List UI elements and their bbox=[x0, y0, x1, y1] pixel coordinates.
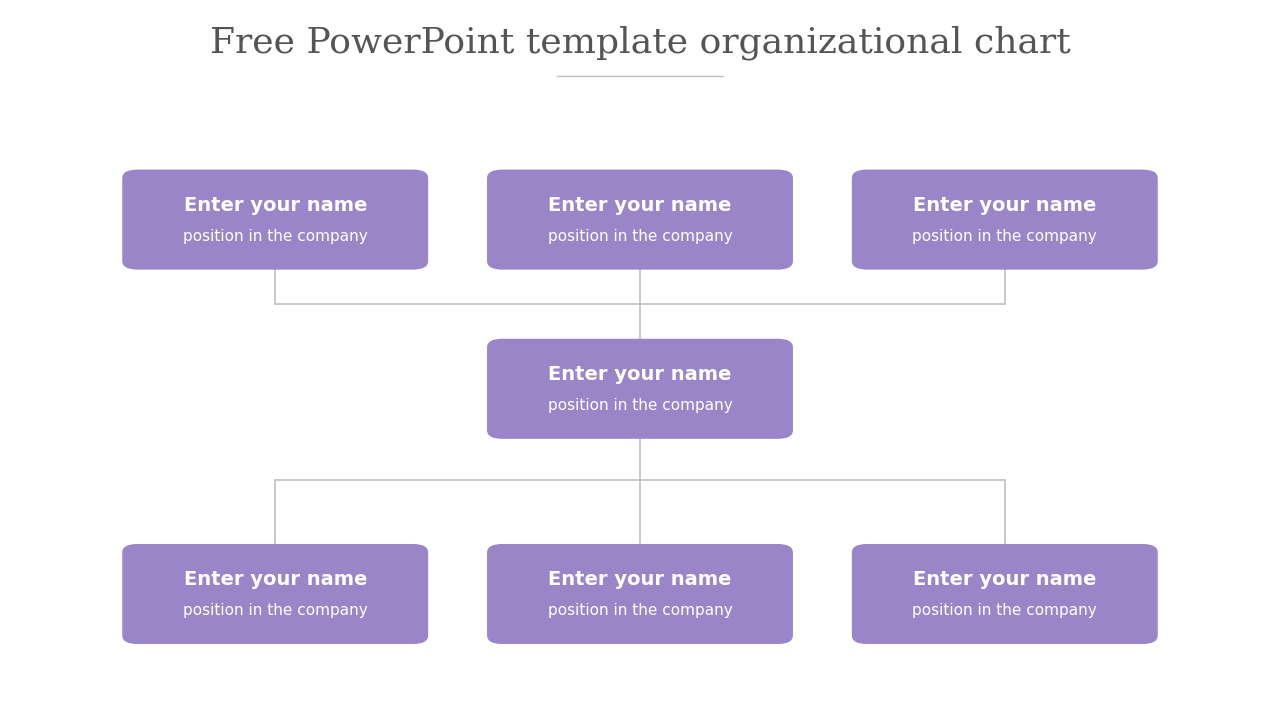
Text: Free PowerPoint template organizational chart: Free PowerPoint template organizational … bbox=[210, 26, 1070, 60]
Text: position in the company: position in the company bbox=[183, 603, 367, 618]
FancyBboxPatch shape bbox=[488, 170, 792, 270]
FancyBboxPatch shape bbox=[852, 170, 1158, 270]
Text: position in the company: position in the company bbox=[548, 229, 732, 243]
Text: position in the company: position in the company bbox=[548, 603, 732, 618]
Text: position in the company: position in the company bbox=[913, 603, 1097, 618]
FancyBboxPatch shape bbox=[123, 544, 428, 644]
FancyBboxPatch shape bbox=[852, 544, 1158, 644]
Text: Enter your name: Enter your name bbox=[183, 196, 367, 215]
Text: Enter your name: Enter your name bbox=[183, 570, 367, 589]
Text: Enter your name: Enter your name bbox=[548, 365, 732, 384]
Text: position in the company: position in the company bbox=[548, 398, 732, 413]
Text: Enter your name: Enter your name bbox=[913, 570, 1097, 589]
Text: Enter your name: Enter your name bbox=[548, 196, 732, 215]
Text: position in the company: position in the company bbox=[913, 229, 1097, 243]
FancyBboxPatch shape bbox=[123, 170, 428, 270]
FancyBboxPatch shape bbox=[488, 544, 792, 644]
FancyBboxPatch shape bbox=[488, 338, 792, 438]
Text: Enter your name: Enter your name bbox=[913, 196, 1097, 215]
Text: position in the company: position in the company bbox=[183, 229, 367, 243]
Text: Enter your name: Enter your name bbox=[548, 570, 732, 589]
